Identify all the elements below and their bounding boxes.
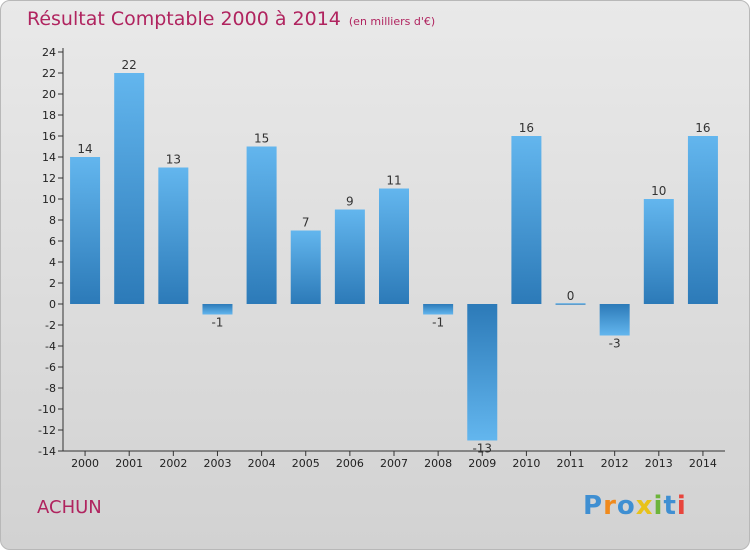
bar-2010[interactable] — [511, 136, 542, 304]
bar-2014[interactable] — [687, 136, 718, 304]
bar-value-label: 10 — [651, 184, 666, 198]
bar-value-label: 16 — [695, 121, 710, 135]
x-tick-label: 2010 — [512, 457, 540, 470]
brand-letter: o — [616, 491, 636, 521]
y-tick-label: 18 — [42, 109, 56, 122]
chart-title: Résultat Comptable 2000 à 2014 (en millie… — [27, 8, 435, 30]
brand-letter: t — [663, 491, 677, 521]
y-tick-label: 24 — [42, 46, 56, 59]
y-tick-label: 10 — [42, 193, 56, 206]
brand-letter: P — [583, 491, 604, 521]
y-tick-label: -2 — [45, 319, 56, 332]
y-tick-label: 6 — [49, 235, 56, 248]
chart-subtitle: (en milliers d'€) — [348, 15, 436, 28]
bar-value-label: -3 — [609, 337, 621, 351]
bar-2003[interactable] — [202, 304, 233, 315]
bar-value-label: 9 — [346, 195, 354, 209]
bar-value-label: -1 — [432, 316, 444, 330]
y-tick-label: 8 — [49, 214, 56, 227]
y-tick-label: 4 — [49, 256, 56, 269]
x-tick-label: 2000 — [71, 457, 99, 470]
proxiti-logo[interactable]: Proxiti — [583, 491, 687, 521]
bar-2005[interactable] — [290, 230, 321, 305]
x-tick-label: 2002 — [159, 457, 187, 470]
x-tick-label: 2009 — [468, 457, 496, 470]
y-tick-label: 16 — [42, 130, 56, 143]
bar-2009[interactable] — [467, 304, 498, 441]
bar-value-label: 0 — [567, 289, 575, 303]
y-tick-label: -12 — [38, 424, 56, 437]
y-tick-label: 14 — [42, 151, 56, 164]
x-tick-label: 2006 — [336, 457, 364, 470]
bar-value-label: -13 — [472, 442, 492, 456]
chart-title-text: Résultat Comptable 2000 à 2014 — [27, 8, 341, 30]
bar-2012[interactable] — [599, 304, 630, 336]
brand-letter: x — [635, 491, 654, 521]
bar-value-label: 14 — [77, 142, 92, 156]
x-tick-label: 2005 — [292, 457, 320, 470]
x-tick-label: 2001 — [115, 457, 143, 470]
y-tick-label: 0 — [49, 298, 56, 311]
y-tick-label: -14 — [38, 445, 56, 458]
x-tick-label: 2013 — [645, 457, 673, 470]
x-tick-label: 2011 — [557, 457, 585, 470]
bar-value-label: 15 — [254, 132, 269, 146]
x-tick-label: 2003 — [203, 457, 231, 470]
bar-2008[interactable] — [423, 304, 454, 315]
y-tick-label: -4 — [45, 340, 56, 353]
y-tick-label: -8 — [45, 382, 56, 395]
bar-value-label: 7 — [302, 216, 310, 230]
bar-2007[interactable] — [379, 188, 409, 305]
commune-name: ACHUN — [37, 497, 102, 518]
bar-2000[interactable] — [70, 157, 101, 304]
bar-value-label: 11 — [386, 174, 401, 188]
bar-2013[interactable] — [643, 199, 674, 304]
brand-letter: r — [603, 491, 617, 521]
y-tick-label: 20 — [42, 88, 56, 101]
y-tick-label: 2 — [49, 277, 56, 290]
bar-value-label: 13 — [166, 153, 181, 167]
bar-2004[interactable] — [246, 146, 277, 305]
bar-value-label: -1 — [211, 316, 223, 330]
x-tick-label: 2008 — [424, 457, 452, 470]
y-tick-label: -10 — [38, 403, 56, 416]
y-tick-label: 22 — [42, 67, 56, 80]
x-tick-label: 2012 — [601, 457, 629, 470]
y-tick-label: 12 — [42, 172, 56, 185]
bar-2006[interactable] — [334, 209, 365, 305]
bar-value-label: 22 — [122, 58, 137, 72]
y-tick-label: -6 — [45, 361, 56, 374]
bar-2002[interactable] — [158, 167, 189, 305]
bar-2011[interactable] — [555, 303, 586, 305]
x-tick-label: 2004 — [248, 457, 276, 470]
bar-value-label: 16 — [519, 121, 534, 135]
brand-letter: i — [653, 491, 664, 521]
bar-2001[interactable] — [114, 73, 145, 304]
x-tick-label: 2007 — [380, 457, 408, 470]
brand-letter: i — [676, 491, 687, 521]
x-tick-label: 2014 — [689, 457, 717, 470]
